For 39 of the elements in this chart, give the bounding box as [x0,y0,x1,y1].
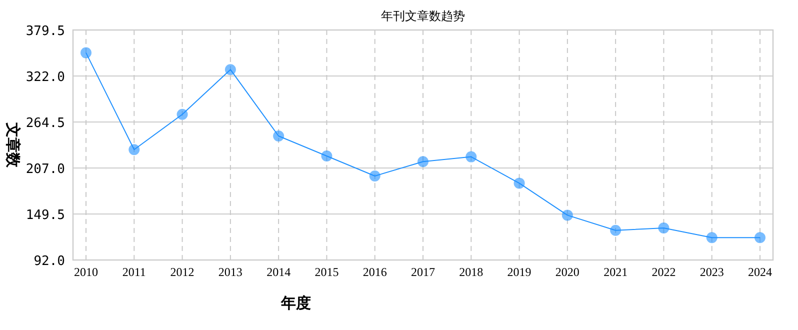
y-tick-label: 264.5 [26,116,65,131]
y-tick-label: 322.0 [26,70,65,85]
point [418,156,428,168]
x-tick-label: 2014 [266,265,291,279]
point [128,144,140,156]
y-tick-label: 207.0 [26,162,65,177]
x-tick-label: 2013 [218,265,242,279]
point [562,210,573,221]
point [466,151,477,162]
x-tick-label: 2021 [604,265,628,279]
point [321,150,332,162]
y-tick-label: 92.0 [34,254,65,269]
x-tick-label: 2019 [507,265,532,279]
point [369,170,380,182]
point [514,178,525,189]
x-tick-label: 2020 [555,265,580,279]
chart-title: 年刊文章数趋势 [381,9,465,23]
point [176,108,188,120]
x-tick-label: 2012 [170,265,194,279]
x-tick-label: 2017 [411,265,435,279]
x-tick-label: 2022 [652,265,676,279]
y-tick-label: 379.5 [26,24,65,39]
y-tick-label: 149.5 [26,208,65,223]
point [754,232,766,244]
x-tick-label: 2010 [74,265,98,279]
x-tick-label: 2011 [122,265,146,279]
x-tick-label: 2018 [459,265,484,279]
x-tick-label: 2023 [700,265,724,279]
x-tick-label: 2015 [314,265,339,279]
point [80,47,92,58]
x-axis-title: 年度 [280,294,311,312]
y-axis-title: 文章数 [4,122,22,168]
point [224,64,236,76]
point [658,222,670,234]
x-tick-label: 2024 [748,265,772,279]
point [706,232,718,244]
x-tick-label: 2016 [362,265,387,279]
point [273,130,284,142]
point [610,224,622,236]
